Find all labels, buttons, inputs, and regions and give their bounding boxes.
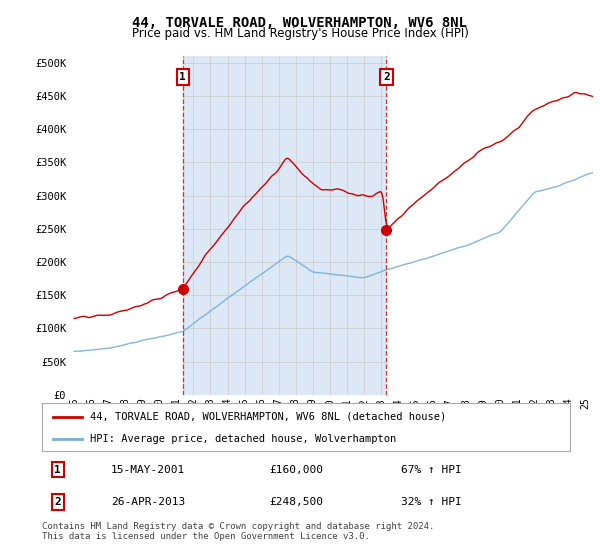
Bar — [386, 56, 600, 395]
Text: 1: 1 — [179, 72, 186, 82]
Text: 26-APR-2013: 26-APR-2013 — [110, 497, 185, 507]
Text: 44, TORVALE ROAD, WOLVERHAMPTON, WV6 8NL (detached house): 44, TORVALE ROAD, WOLVERHAMPTON, WV6 8NL… — [89, 412, 446, 422]
Text: Price paid vs. HM Land Registry's House Price Index (HPI): Price paid vs. HM Land Registry's House … — [131, 27, 469, 40]
Bar — [69, 56, 182, 395]
Text: 2: 2 — [55, 497, 61, 507]
Text: £160,000: £160,000 — [269, 465, 323, 475]
Text: £248,500: £248,500 — [269, 497, 323, 507]
Text: 1: 1 — [55, 465, 61, 475]
Text: 32% ↑ HPI: 32% ↑ HPI — [401, 497, 462, 507]
Text: 2: 2 — [383, 72, 390, 82]
Text: Contains HM Land Registry data © Crown copyright and database right 2024.
This d: Contains HM Land Registry data © Crown c… — [42, 522, 434, 542]
Text: 44, TORVALE ROAD, WOLVERHAMPTON, WV6 8NL: 44, TORVALE ROAD, WOLVERHAMPTON, WV6 8NL — [133, 16, 467, 30]
Text: 15-MAY-2001: 15-MAY-2001 — [110, 465, 185, 475]
Text: 67% ↑ HPI: 67% ↑ HPI — [401, 465, 462, 475]
Text: HPI: Average price, detached house, Wolverhampton: HPI: Average price, detached house, Wolv… — [89, 434, 396, 444]
